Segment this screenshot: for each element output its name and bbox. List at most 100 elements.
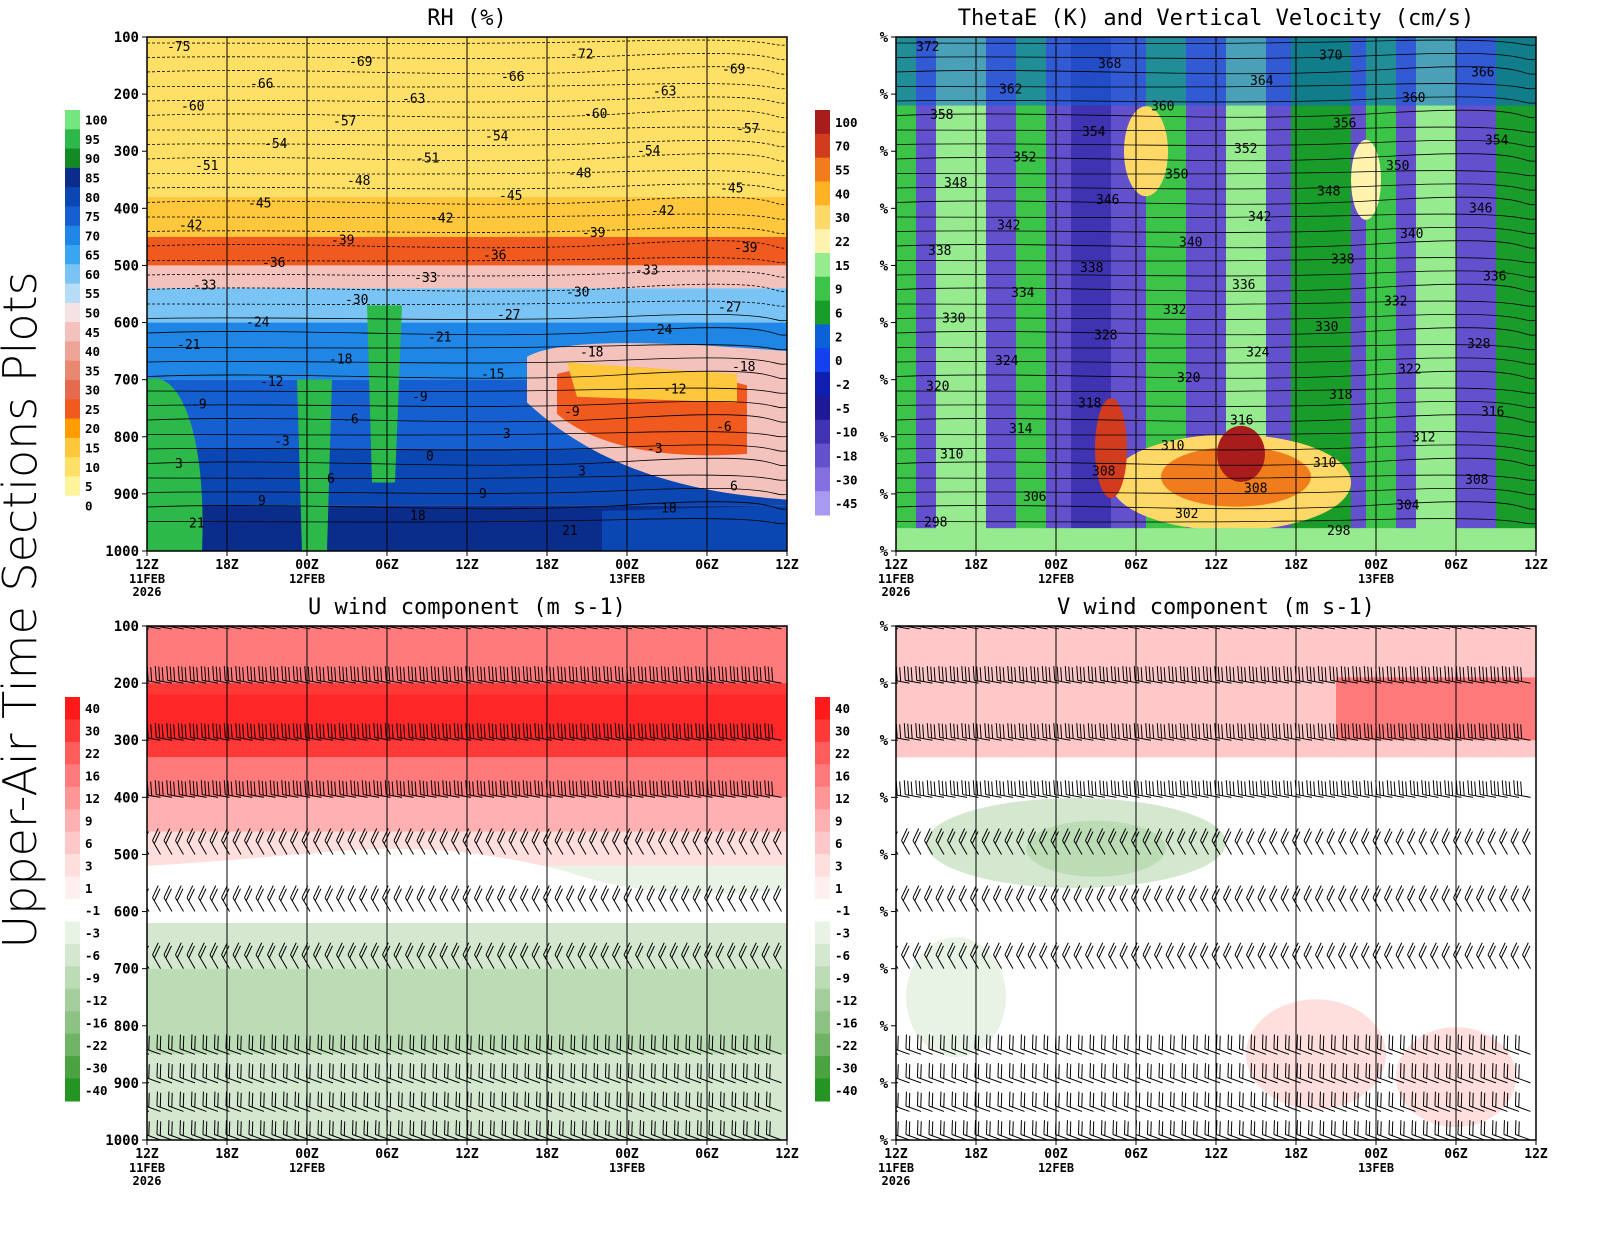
contour-label: 352	[1234, 142, 1257, 157]
contour-label: 316	[1230, 414, 1253, 429]
y-tick-label: %	[880, 487, 889, 503]
colorbar-swatch	[65, 786, 80, 810]
contour-label: -9	[191, 397, 207, 412]
contour-label: -27	[497, 308, 520, 323]
colorbar-label: -18	[835, 448, 858, 463]
contour-label: 348	[1317, 184, 1340, 199]
x-tick-label: 12Z	[135, 1147, 159, 1162]
contour-labels: 372 370 368 366 364 362 360 360 358 356 354 354 352 3…	[916, 40, 1509, 539]
contour-label: 338	[928, 244, 951, 259]
contour-label: 308	[1092, 465, 1115, 480]
contour-label: 332	[1384, 295, 1407, 310]
contour-label: -51	[416, 152, 439, 167]
colorbar-swatch	[65, 1078, 80, 1102]
colorbar: 100 70 55 40 30 22 15 9 6 2 0 -2 -5 -10 -18 -30 -45	[815, 110, 858, 516]
y-tick-label: 500	[114, 258, 139, 274]
y-tick-label: %	[880, 847, 889, 863]
contour-label: -33	[635, 263, 658, 278]
colorbar-label: 6	[835, 306, 843, 321]
chart-panel-1: RH (%)100200300400500600700800900100012Z…	[65, 6, 799, 599]
chart-panel-4: V wind component (m s-1)%%%%%%%%%%12Z 18Z…	[815, 595, 1548, 1188]
colorbar-swatch	[65, 809, 80, 833]
x-date-label: 13FEB	[609, 1161, 645, 1175]
x-tick-label: 06Z	[1444, 558, 1468, 573]
y-tick-label: 700	[114, 373, 139, 389]
colorbar-swatch	[65, 899, 80, 922]
contour-label: -18	[580, 345, 603, 360]
x-tick-label: 18Z	[964, 1147, 988, 1162]
x-date-label: 11FEB	[878, 1161, 914, 1175]
contour-label: -48	[568, 167, 591, 182]
x-tick-label: 06Z	[375, 1147, 399, 1162]
colorbar-label: 30	[835, 210, 850, 225]
colorbar: 1009590858075706560555045403530252015105…	[65, 110, 108, 516]
x-tick-label: 12Z	[135, 558, 159, 573]
wind-barbs	[896, 626, 1531, 1140]
colorbar-label: 1	[835, 881, 843, 896]
contour-label: 6	[327, 472, 335, 487]
colorbar-label: -1	[835, 903, 850, 918]
chart-panel-3: U wind component (m s-1) 100 200 300 400 500 6…	[65, 595, 799, 1188]
colorbar-label: -12	[85, 993, 108, 1008]
x-tick-label: 00Z	[295, 558, 319, 573]
y-tick-label: 200	[114, 676, 139, 692]
contour-label: 338	[1331, 252, 1354, 267]
colorbar-swatch	[65, 245, 80, 265]
contour-label: -21	[177, 338, 200, 353]
colorbar-label: 9	[835, 813, 843, 828]
contour-label: -75	[167, 40, 190, 55]
contour-label: 360	[1151, 99, 1174, 114]
colorbar-label: 35	[85, 363, 100, 378]
x-tick-label: 00Z	[295, 1147, 319, 1162]
y-tick-label: %	[880, 733, 889, 749]
colorbar-label: -6	[85, 948, 100, 963]
colorbar-label: 10	[85, 460, 100, 475]
colorbar-label: -30	[835, 472, 858, 487]
colorbar-label: 12	[85, 791, 100, 806]
y-tick-label: 300	[114, 144, 139, 160]
contour-label: 366	[1471, 65, 1494, 80]
contour-label: 330	[1315, 320, 1338, 335]
contour-label: 358	[930, 108, 953, 123]
colorbar-swatch	[815, 831, 830, 855]
colorbar-label: -40	[835, 1083, 858, 1098]
x-tick-label: 00Z	[615, 558, 639, 573]
colorbar-label: -30	[835, 1060, 858, 1075]
contour-label: 336	[1232, 278, 1255, 293]
colorbar-swatch	[65, 476, 80, 497]
colorbar-swatch	[815, 1056, 830, 1080]
colorbar-label: -30	[85, 1060, 108, 1075]
y-tick-label: %	[880, 87, 889, 103]
colorbar-label: -6	[835, 948, 850, 963]
contour-label: 338	[1080, 261, 1103, 276]
contour-label: 350	[1386, 159, 1409, 174]
contour-label: 310	[1161, 439, 1184, 454]
colorbar-label: 16	[835, 769, 850, 784]
y-tick-label: 100	[114, 30, 139, 46]
contour-label: -39	[734, 241, 757, 256]
colorbar-swatch	[815, 943, 830, 967]
x-date-label: 13FEB	[1358, 1161, 1394, 1175]
x-date-label: 11FEB	[129, 572, 165, 586]
colorbar-label: 70	[835, 139, 850, 154]
colorbar-label: 5	[85, 479, 93, 494]
colorbar-label: -10	[835, 425, 858, 440]
colorbar-label: 22	[835, 234, 850, 249]
x-tick-label: 06Z	[1444, 1147, 1468, 1162]
y-tick-label: %	[880, 258, 889, 274]
colorbar-label: 30	[85, 383, 100, 398]
contour-label: 316	[1481, 405, 1504, 420]
x-date-label: 11FEB	[129, 1161, 165, 1175]
x-tick-label: 18Z	[1284, 558, 1308, 573]
y-tick-label: %	[880, 905, 889, 921]
contour-label: 9	[479, 487, 487, 502]
colorbar-label: 95	[85, 132, 100, 147]
y-tick-label: 400	[114, 790, 139, 806]
colorbar-swatch	[815, 443, 830, 468]
colorbar-swatch	[815, 372, 830, 397]
y-tick-label: %	[880, 790, 889, 806]
x-tick-label: 00Z	[1044, 1147, 1068, 1162]
colorbar-swatch	[815, 899, 830, 922]
contour-label: 318	[1078, 397, 1101, 412]
colorbar-swatch	[815, 1033, 830, 1057]
